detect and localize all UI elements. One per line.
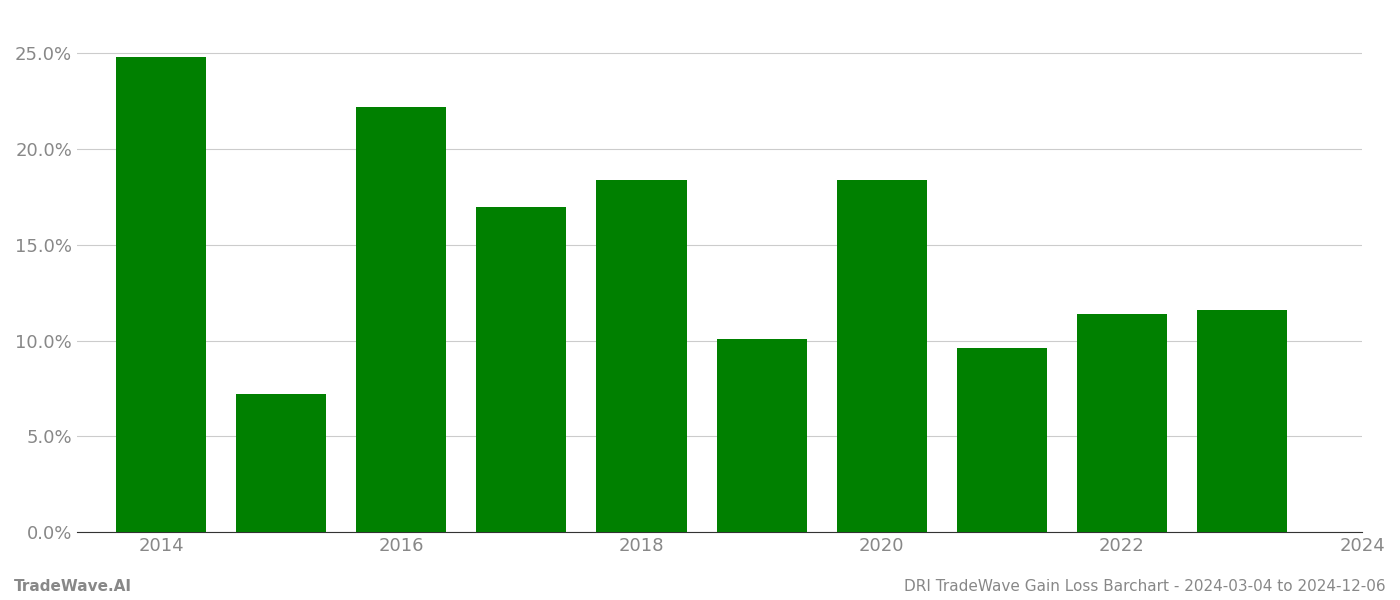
Bar [596,180,686,532]
Bar [476,206,567,532]
Bar [237,394,326,532]
Bar [956,348,1047,532]
Text: DRI TradeWave Gain Loss Barchart - 2024-03-04 to 2024-12-06: DRI TradeWave Gain Loss Barchart - 2024-… [904,579,1386,594]
Bar [356,107,447,532]
Bar [837,180,927,532]
Bar [717,338,806,532]
Text: TradeWave.AI: TradeWave.AI [14,579,132,594]
Bar [1077,314,1168,532]
Bar [1197,310,1287,532]
Bar [116,57,206,532]
